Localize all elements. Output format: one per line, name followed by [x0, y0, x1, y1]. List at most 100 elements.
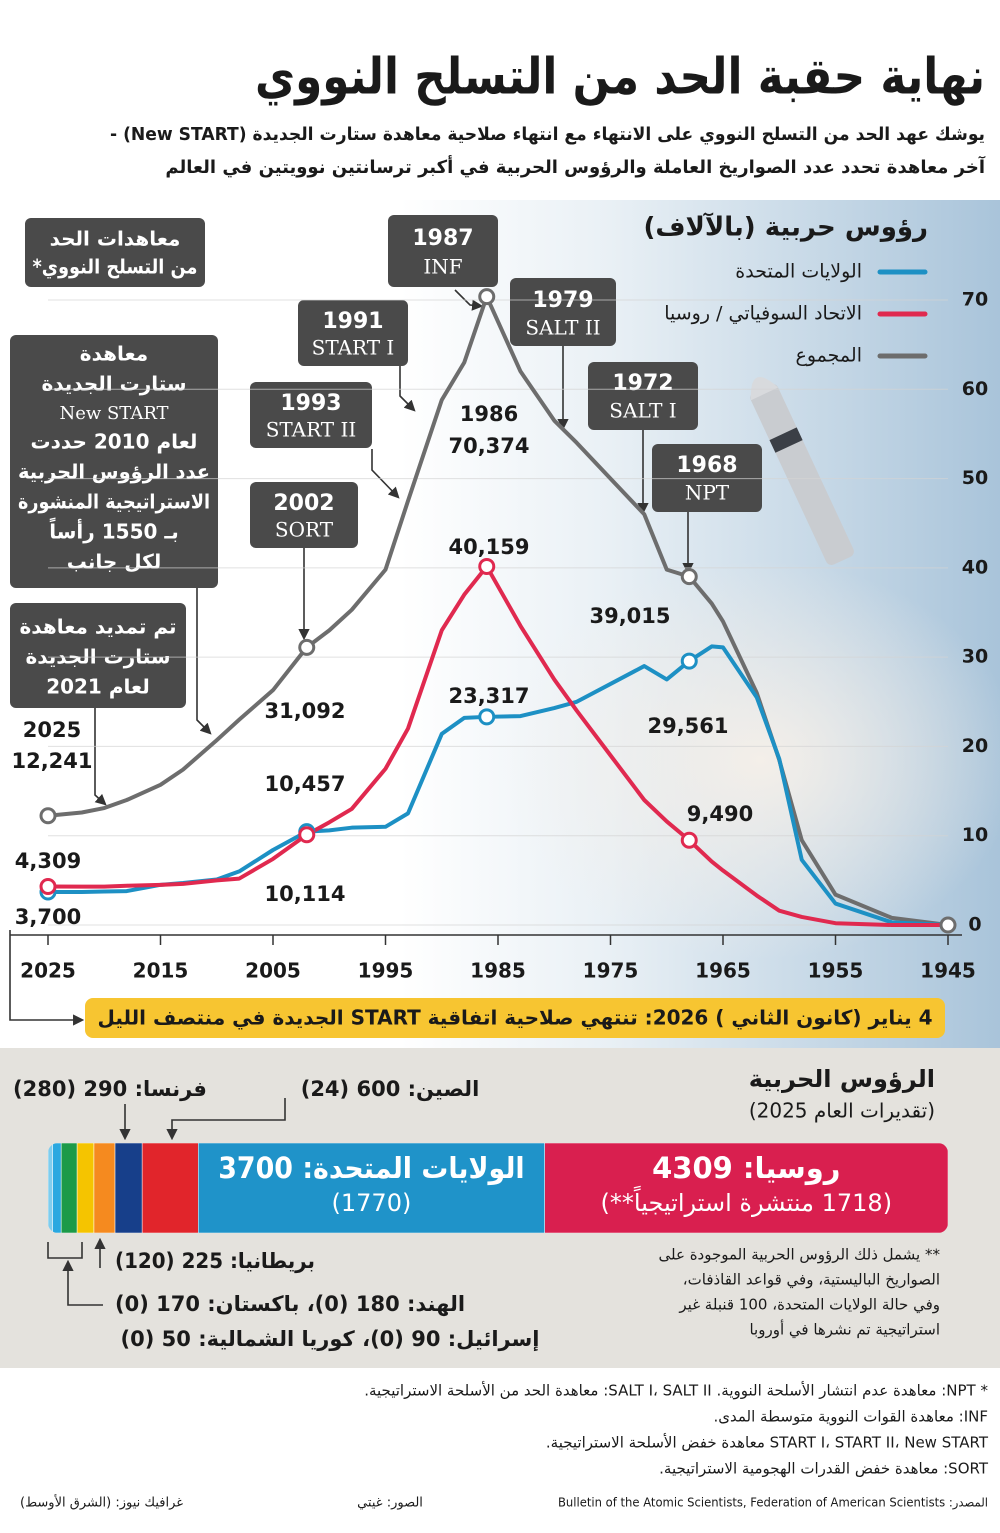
treaty-name: START I: [312, 336, 395, 360]
point-label: 12,241: [11, 749, 92, 773]
note-text: لكل جانب: [67, 550, 162, 574]
treaty-year: 1987: [412, 226, 473, 251]
treaty-boxes: 1987 INF 1979 SALT II 1991 START I 1972 …: [250, 215, 762, 641]
y-axis-title: رؤوس حربية (بالآلاف): [643, 212, 928, 243]
banner-arrow: [9, 930, 85, 1026]
point-label: 40,159: [448, 535, 529, 559]
highlight-point: [39, 878, 57, 896]
treaty-year: 1972: [612, 371, 673, 396]
y-tick-label: 10: [962, 824, 988, 846]
footnote: START I، START II، New START معاهدة خفض …: [546, 1433, 989, 1452]
x-tick-label: 1965: [695, 959, 751, 983]
highlight-point: [478, 708, 496, 726]
point-label: 31,092: [264, 699, 345, 723]
series-line: [47, 294, 949, 927]
banner: [85, 998, 945, 1038]
point-label: 70,374: [448, 434, 529, 458]
note-text: لعام 2010 حددت: [31, 430, 198, 454]
treaty-name: START II: [266, 418, 357, 442]
point-label: 23,317: [448, 684, 529, 708]
treaty-box: [652, 444, 762, 512]
x-tick-label: 1995: [358, 959, 414, 983]
line-chart: 0 10 20 30 40 50 60 70 2025 2015 2005 1995 1985 1975 1…: [10, 261, 988, 983]
photo-smoke: [500, 560, 1000, 960]
note-text: بـ 1550 رأساً: [49, 517, 179, 543]
note-box: [10, 603, 186, 708]
segment-sublabel: (1718 منتشرة استراتيجياً**): [601, 1186, 893, 1217]
subtitle: يوشك عهد الحد من التسلح النووي على الانت…: [110, 124, 985, 145]
photo-credit: الصور: غيتي: [357, 1496, 423, 1511]
highlight-point: [39, 807, 57, 825]
leader-line: [94, 708, 107, 806]
group-label: إسرائيل: 90 (0)، كوريا الشمالية: 50 (0): [121, 1327, 540, 1351]
bar-segment: [76, 1143, 95, 1233]
bar-segment: [93, 1143, 116, 1233]
note-text: الاستراتيجية المنشورة: [18, 490, 210, 514]
x-tick-label: 1975: [583, 959, 639, 983]
bar-segment: [60, 1143, 78, 1233]
panel-title: الرؤوس الحربية: [749, 1065, 935, 1093]
segment-label: فرنسا: 290 (280): [13, 1077, 207, 1101]
treaty-box: [510, 278, 616, 346]
bar-segment: [141, 1143, 199, 1233]
graphic-credit: غرافيك نيوز: (الشرق الأوسط): [20, 1494, 183, 1511]
legend-label: الولايات المتحدة: [735, 261, 862, 283]
leader-line: [166, 1098, 286, 1141]
series-line: [47, 564, 948, 927]
footnote: INF: معاهدة القوات النووية متوسطة المدى.: [713, 1408, 988, 1426]
leader-line: [62, 1259, 103, 1306]
source: المصدر: Bulletin of the Atomic Scientist…: [558, 1496, 988, 1511]
point-label: 10,457: [264, 772, 345, 796]
leader-line: [371, 449, 400, 499]
treaty-box: [250, 382, 372, 448]
point-year: 1986: [460, 402, 518, 426]
y-tick-label: 0: [968, 914, 981, 936]
bar-segment: [197, 1143, 545, 1233]
footnote: SORT: معاهدة خفض القدرات الهجومية الاستر…: [659, 1460, 989, 1478]
subtitle: آخر معاهدة تحدد عدد الصواريخ العاملة وال…: [165, 155, 985, 178]
y-tick-label: 50: [962, 467, 988, 489]
panel-subtitle: (تقديرات العام 2025): [749, 1099, 935, 1123]
treaty-name: NPT: [685, 481, 730, 505]
treaty-box: [588, 362, 698, 430]
leader-line: [399, 366, 416, 412]
segment-label: روسيا: 4309: [652, 1151, 840, 1185]
x-tick-label: 2025: [20, 959, 76, 983]
footnote: * NPT: معاهدة عدم انتشار الأسلحة النووية…: [364, 1381, 988, 1400]
treaty-name: SORT: [275, 518, 334, 542]
leader-line: [196, 588, 212, 735]
x-tick-label: 1955: [808, 959, 864, 983]
note-text: New START: [59, 403, 168, 424]
y-tick-label: 40: [962, 556, 988, 578]
note-boxes: معاهدات الحد من التسلح النووي* معاهدة ست…: [10, 218, 218, 806]
segment-sublabel: (1770): [332, 1189, 412, 1217]
note-text: عدد الرؤوس الحربية: [18, 460, 210, 484]
note-text: من التسلح النووي*: [33, 255, 198, 280]
y-tick-label: 20: [962, 735, 988, 757]
x-tick-label: 2015: [133, 959, 189, 983]
highlight-point: [680, 568, 698, 586]
bar-note: الصواريخ الباليستية، وفي قواعد القاذفات،: [683, 1271, 940, 1290]
bar-labels: روسيا: 4309(1718 منتشرة استراتيجياً**) ال…: [13, 1077, 892, 1273]
title: نهاية حقبة الحد من التسلح النووي: [255, 48, 985, 107]
note-text: معاهدة: [80, 342, 148, 366]
point-label: 39,015: [589, 604, 670, 628]
x-tick-label: 2005: [245, 959, 301, 983]
highlight-point: [478, 557, 496, 575]
note-text: ستارت الجديدة: [25, 645, 170, 669]
legend-label: المجموع: [796, 345, 862, 367]
note-text: لعام 2021: [46, 675, 150, 699]
treaty-name: INF: [423, 255, 462, 279]
leader-line: [454, 289, 484, 311]
treaty-box: [388, 215, 498, 287]
segment-label: الصين: 600 (24): [301, 1077, 480, 1101]
x-tick-label: 1945: [920, 959, 976, 983]
y-tick-label: 30: [962, 646, 988, 668]
stacked-bar: [48, 1143, 948, 1233]
x-tick-label: 1985: [470, 959, 526, 983]
segment-label: الولايات المتحدة: 3700: [218, 1151, 524, 1185]
point-year: 2025: [23, 718, 81, 742]
bar-segment: [52, 1143, 62, 1233]
note-box: [25, 218, 205, 287]
